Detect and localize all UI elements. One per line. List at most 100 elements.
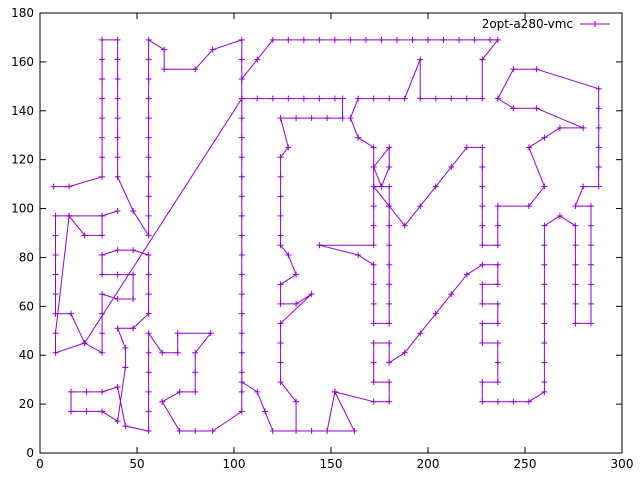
city-point (238, 134, 245, 141)
city-point (293, 115, 300, 122)
city-point (494, 203, 501, 210)
city-point (432, 183, 439, 190)
city-point (355, 252, 362, 258)
city-point (50, 183, 57, 190)
city-point (541, 183, 548, 190)
city-point (417, 203, 424, 210)
city-point (207, 330, 214, 337)
city-point (494, 300, 501, 307)
city-point (386, 203, 393, 210)
city-point (370, 398, 377, 405)
city-point (370, 340, 377, 346)
city-point (401, 349, 408, 356)
city-point (355, 95, 362, 102)
city-point (254, 56, 261, 63)
city-point (370, 95, 377, 102)
x-tick-label: 100 (223, 457, 246, 471)
city-point (145, 76, 152, 82)
city-point (456, 36, 463, 43)
city-point (541, 320, 548, 327)
city-point (238, 232, 245, 239)
city-point (378, 36, 385, 43)
city-point (238, 76, 245, 82)
city-point (238, 388, 245, 395)
city-point (541, 300, 548, 307)
city-point (494, 95, 501, 102)
city-point (494, 222, 501, 229)
city-point (145, 291, 152, 298)
city-point (99, 115, 106, 122)
city-point (580, 183, 587, 190)
city-point (370, 144, 377, 151)
city-point (370, 164, 377, 170)
city-point (479, 379, 486, 386)
city-point (572, 300, 579, 307)
city-point (541, 261, 548, 268)
city-point (386, 398, 393, 405)
x-tick-label: 300 (611, 457, 634, 471)
city-point (114, 384, 121, 390)
city-point (269, 36, 276, 43)
city-point (238, 330, 245, 337)
city-point (494, 398, 501, 405)
city-point (238, 115, 245, 122)
city-point (339, 95, 346, 102)
city-point (370, 379, 377, 386)
city-point (114, 325, 121, 332)
city-point (277, 340, 284, 346)
city-point (525, 144, 532, 151)
city-point (293, 271, 300, 278)
city-point (370, 261, 377, 268)
city-point (316, 36, 323, 43)
y-tick-label: 40 (19, 348, 34, 362)
city-point (269, 428, 276, 434)
city-point (99, 252, 106, 258)
city-point (114, 115, 121, 122)
city-point (386, 164, 393, 170)
city-point (277, 359, 284, 366)
city-point (487, 36, 494, 43)
city-point (541, 242, 548, 249)
city-point (370, 242, 377, 249)
x-tick-label: 200 (417, 457, 440, 471)
city-point (525, 203, 532, 210)
x-tick-label: 50 (129, 457, 144, 471)
city-point (145, 330, 152, 337)
city-point (300, 36, 307, 43)
city-point (463, 271, 470, 278)
city-point (192, 349, 199, 356)
city-point (238, 408, 245, 415)
city-point (308, 115, 315, 122)
city-point (192, 428, 199, 434)
city-point (99, 56, 106, 63)
city-point (176, 388, 183, 395)
city-point (595, 124, 602, 131)
legend: 2opt-a280-vmc (482, 17, 610, 31)
city-point (510, 398, 517, 405)
y-tick-label: 100 (11, 202, 34, 216)
y-tick-label: 20 (19, 397, 34, 411)
city-point (587, 300, 594, 307)
city-point (145, 252, 152, 258)
y-tick-label: 120 (11, 153, 34, 167)
legend-entry-label: 2opt-a280-vmc (482, 17, 573, 31)
city-point (386, 281, 393, 288)
city-point (52, 271, 59, 278)
city-point (479, 222, 486, 229)
city-point (386, 320, 393, 327)
city-point (83, 408, 90, 415)
city-point (541, 281, 548, 288)
city-point (114, 208, 121, 214)
tour-path (53, 39, 600, 432)
city-point (130, 247, 137, 254)
y-tick-label: 0 (26, 446, 34, 460)
legend-marker-sample (592, 21, 598, 27)
city-point (510, 105, 517, 112)
city-point (192, 388, 199, 395)
city-point (316, 95, 323, 102)
city-point (587, 261, 594, 268)
city-point (145, 232, 152, 239)
city-point (277, 300, 284, 307)
city-point (114, 418, 121, 425)
